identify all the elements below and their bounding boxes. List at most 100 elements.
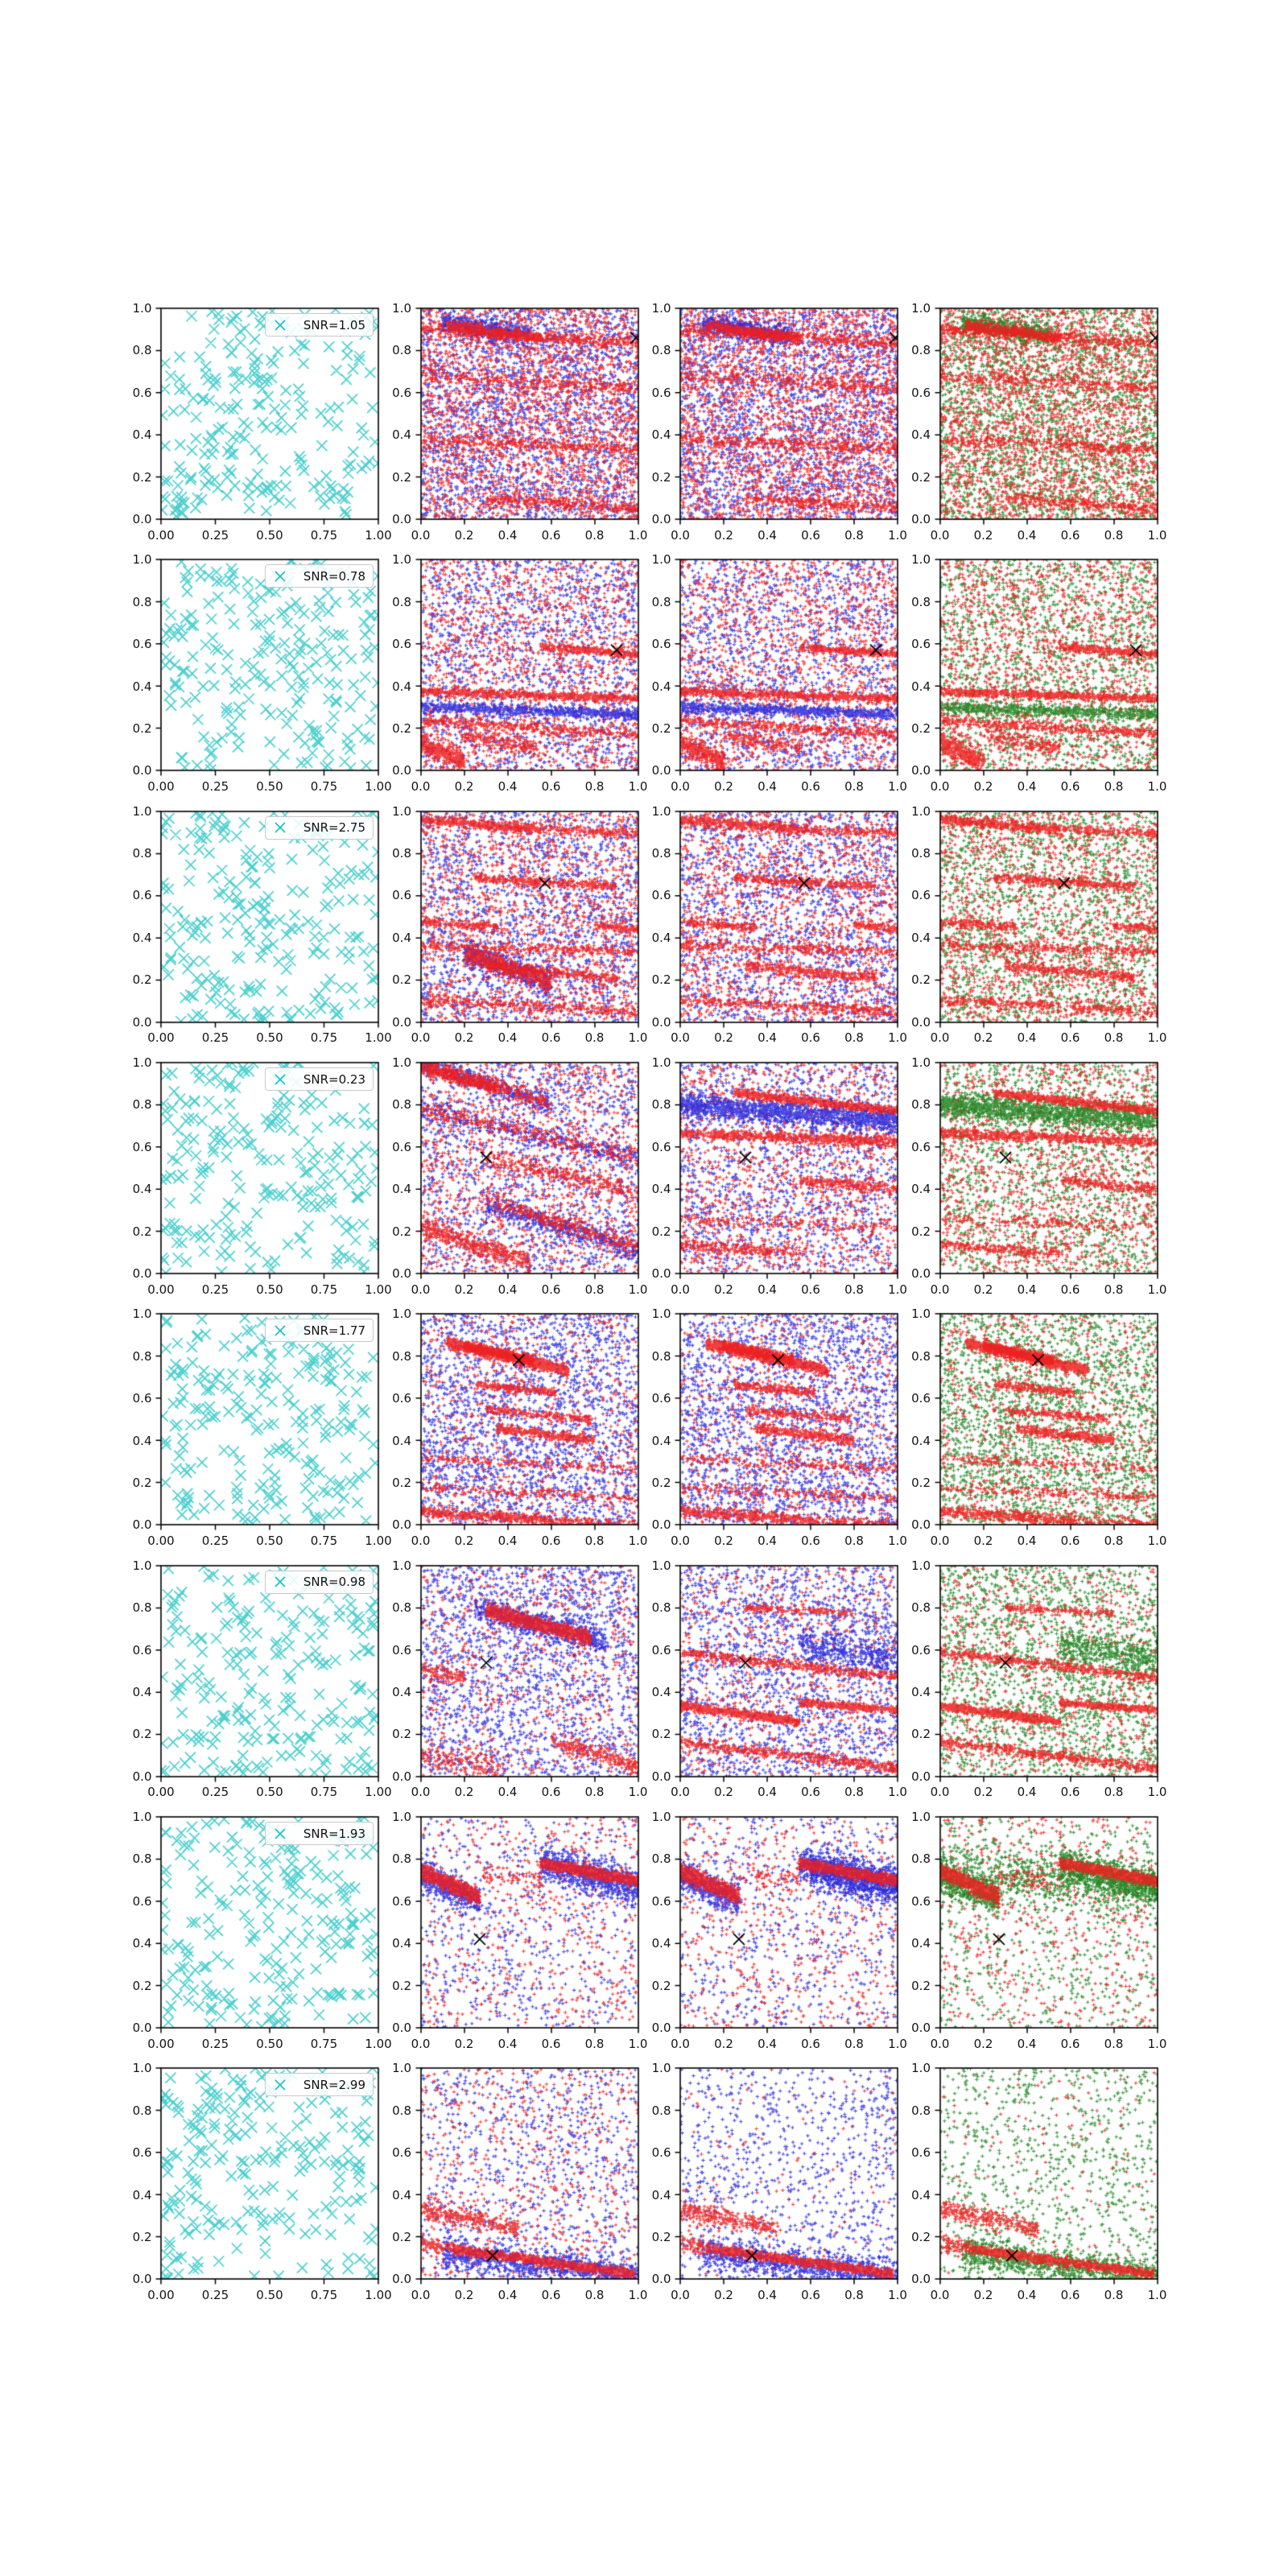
- y-tick-label: 0.2: [911, 2230, 931, 2245]
- y-tick-label: 0.2: [911, 1224, 931, 1239]
- x-tick-label: 0.4: [497, 1785, 518, 1800]
- y-tick-label: 0.8: [132, 1600, 152, 1616]
- subplot-r3c4: 0.0 0.2 0.4 0.6 0.8 1.0 0.0 0.2 0.4 0.6 0.8 1.0: [893, 799, 1166, 1067]
- x-tick-label: 0.8: [1104, 1785, 1124, 1800]
- x-tick-label: 0.6: [1060, 2287, 1080, 2302]
- x-tick-label: 0.25: [201, 2287, 229, 2302]
- x-tick-label: 0.8: [584, 1282, 605, 1297]
- y-tick-label: 0.6: [651, 385, 671, 400]
- y-tick-label: 0.8: [392, 1348, 411, 1364]
- x-tick-label: 0.50: [256, 1030, 283, 1046]
- y-tick-label: 0.8: [911, 846, 931, 861]
- y-tick-label: 0.8: [392, 594, 411, 609]
- subplot-r4c3: 0.00.20.40.60.81.00.00.20.40.60.81.0: [634, 1051, 907, 1319]
- x-tick-label: 0.0: [411, 1282, 431, 1297]
- y-tick-label: 1.0: [132, 1558, 152, 1573]
- y-tick-label: 0.2: [651, 972, 671, 988]
- x-tick-label: 0.0: [411, 1533, 431, 1548]
- y-tick-label: 0.8: [651, 1852, 671, 1867]
- x-tick-label: 0.4: [1017, 778, 1037, 794]
- x-tick-label: 0.4: [758, 527, 777, 543]
- subplot-r4c2: 0.00.20.40.60.81.00.00.20.40.60.81.0: [374, 1051, 647, 1319]
- subplot-r5c3: 0.00.20.40.60.81.00.00.20.40.60.81.0: [634, 1302, 907, 1571]
- plot-canvas: [114, 799, 386, 1067]
- y-tick-label: 0.4: [132, 1182, 152, 1197]
- y-tick-label: 1.0: [132, 803, 152, 819]
- x-tick-label: 0.8: [844, 1785, 864, 1800]
- x-tick-label: 0.8: [844, 2036, 864, 2051]
- x-tick-label: 0.6: [1060, 527, 1080, 543]
- y-tick-label: 0.0: [392, 1014, 411, 1030]
- x-tick-label: 0.0: [671, 2036, 690, 2051]
- y-tick-label: 0.0: [132, 1517, 152, 1533]
- y-tick-label: 0.4: [911, 427, 931, 443]
- plot-canvas: [634, 548, 906, 816]
- x-tick-label: 0.0: [411, 527, 431, 543]
- y-tick-label: 0.0: [651, 2021, 671, 2036]
- y-tick-label: 1.0: [651, 552, 671, 568]
- plot-canvas: [893, 548, 1166, 816]
- y-tick-label: 0.8: [392, 343, 411, 358]
- legend-label: SNR=1.77: [303, 1323, 365, 1338]
- x-tick-label: 0.50: [256, 527, 283, 543]
- x-tick-label: 0.0: [930, 1785, 950, 1800]
- x-tick-label: 0.0: [411, 2287, 431, 2302]
- plot-canvas: [114, 1554, 386, 1822]
- y-tick-label: 0.0: [911, 1266, 931, 1282]
- y-tick-label: 0.6: [132, 385, 152, 400]
- y-tick-label: 0.6: [392, 1139, 411, 1154]
- y-tick-label: 0.4: [651, 1182, 671, 1197]
- x-tick-label: 0.2: [714, 1030, 733, 1046]
- subplot-r7c2: 0.00.20.40.60.81.00.00.20.40.60.81.0: [374, 1806, 647, 2074]
- x-tick-label: 0.2: [714, 1282, 733, 1297]
- x-tick-label: 0.4: [1017, 1282, 1037, 1297]
- y-tick-label: 0.2: [392, 2230, 411, 2245]
- subplot-r6c1: 0.000.250.500.751.000.00.20.40.60.81.0SN…: [114, 1554, 392, 1822]
- x-tick-label: 0.2: [973, 778, 993, 794]
- y-tick-label: 1.0: [132, 1810, 152, 1825]
- plot-canvas: [114, 1051, 386, 1319]
- legend-label: SNR=0.98: [303, 1575, 365, 1590]
- x-tick-label: 0.6: [541, 1282, 561, 1297]
- y-tick-label: 0.2: [651, 2230, 671, 2245]
- x-tick-label: 0.50: [256, 2036, 283, 2051]
- x-tick-label: 0.4: [497, 2036, 518, 2051]
- y-tick-label: 1.0: [651, 1055, 671, 1071]
- y-tick-label: 1.0: [651, 1558, 671, 1573]
- y-tick-label: 0.6: [911, 1893, 931, 1909]
- y-tick-label: 0.6: [392, 888, 411, 903]
- x-tick-label: 0.4: [497, 778, 518, 794]
- x-tick-label: 0.6: [541, 1030, 561, 1046]
- x-tick-label: 0.4: [1017, 2036, 1037, 2051]
- x-tick-label: 1.0: [1147, 1282, 1167, 1297]
- x-tick-label: 0.8: [844, 778, 864, 794]
- y-tick-label: 0.2: [911, 1727, 931, 1742]
- legend: SNR=2.75: [265, 815, 374, 840]
- y-tick-label: 0.8: [392, 1852, 411, 1867]
- x-tick-label: 0.0: [411, 1785, 431, 1800]
- y-tick-label: 0.0: [651, 1769, 671, 1784]
- y-tick-label: 1.0: [392, 1558, 411, 1573]
- x-tick-label: 0.25: [201, 1030, 229, 1046]
- y-tick-label: 0.4: [651, 679, 671, 694]
- y-tick-label: 0.0: [911, 1014, 931, 1030]
- y-tick-label: 0.6: [911, 385, 931, 400]
- plot-canvas: [374, 1554, 646, 1822]
- y-tick-label: 0.2: [132, 1978, 152, 1993]
- x-tick-label: 0.6: [541, 2287, 561, 2302]
- y-tick-label: 0.2: [911, 1475, 931, 1490]
- x-tick-label: 0.2: [714, 2036, 733, 2051]
- plot-canvas: [893, 1302, 1166, 1571]
- y-tick-label: 0.6: [651, 637, 671, 652]
- y-tick-label: 0.8: [132, 1852, 152, 1867]
- y-tick-label: 0.2: [132, 1475, 152, 1490]
- y-tick-label: 0.6: [651, 1139, 671, 1154]
- plot-canvas: [893, 1051, 1166, 1319]
- x-tick-label: 0.00: [147, 778, 175, 794]
- x-tick-label: 0.0: [930, 2036, 950, 2051]
- y-tick-label: 0.6: [911, 637, 931, 652]
- y-tick-label: 1.0: [392, 1810, 411, 1825]
- x-tick-label: 0.75: [310, 1785, 338, 1800]
- y-tick-label: 0.8: [132, 2103, 152, 2118]
